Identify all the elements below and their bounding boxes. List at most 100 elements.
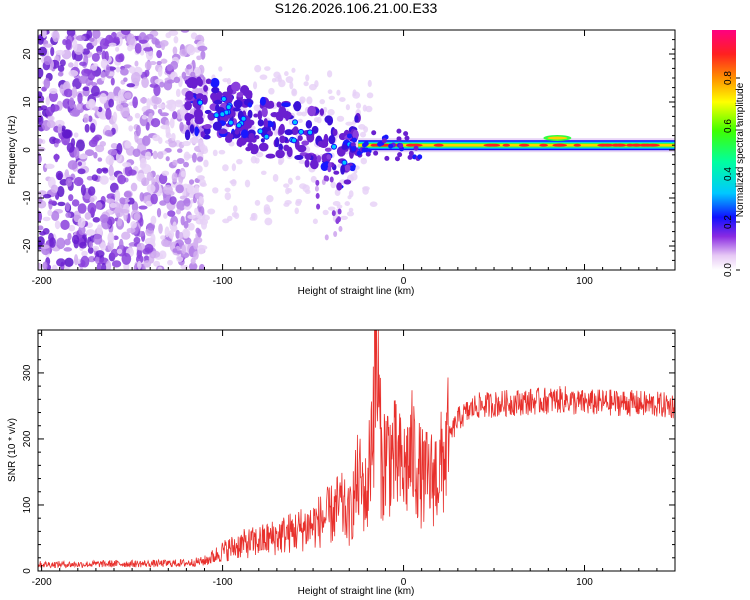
spectrogram-signal-blob: [207, 112, 216, 121]
spectrogram-signal-blob: [311, 125, 319, 134]
spectrogram-noise-blob: [38, 262, 42, 269]
spectrogram-faint-blob: [259, 74, 268, 80]
spectrogram-noise-blob: [64, 169, 69, 178]
spectrogram-noise-blob: [134, 112, 141, 119]
colorbar-tick-label: 0.6: [723, 119, 734, 133]
spectrogram-noise-blob: [69, 109, 80, 117]
spectrogram-noise-blob: [192, 152, 197, 163]
spectrogram-faint-blob: [312, 218, 318, 225]
snr-x-tick-label: -100: [213, 577, 233, 588]
spectrogram-noise-blob: [77, 203, 87, 214]
spectrogram-noise-blob: [64, 257, 74, 268]
spectrogram-noise-blob: [67, 232, 72, 241]
spectrogram-noise-blob: [88, 98, 96, 109]
chart-title: S126.2026.106.21.00.E33: [275, 0, 438, 16]
spectrogram-noise-blob: [156, 60, 162, 66]
spectrogram-noise-blob: [115, 54, 124, 63]
spectrogram-noise-blob: [81, 250, 88, 257]
spectrogram-noise-blob: [106, 216, 115, 226]
spectrogram-faint-blob: [299, 96, 306, 104]
spectrogram-signal-blob: [247, 109, 253, 119]
spectrogram-noise-blob: [39, 231, 47, 236]
spectrogram-noise-blob: [145, 200, 152, 207]
spectrogram-signal-blob: [279, 135, 286, 144]
spectrogram-noise-blob: [146, 184, 156, 194]
spectrogram-noise-blob: [115, 46, 120, 52]
spectrogram-hotspot: [307, 129, 314, 136]
spectrogram-signal-blob: [210, 92, 219, 101]
tone-start-blob: [346, 133, 352, 139]
spectrogram-noise-blob: [168, 140, 177, 148]
spectrogram-signal-blob: [184, 129, 191, 141]
spectrogram-noise-blob: [179, 121, 184, 132]
spectrogram-signal-blob: [349, 165, 356, 172]
tone-peak: [539, 143, 549, 147]
spectrogram-signal-blob: [231, 81, 241, 92]
spectrogram-hotspot: [227, 119, 234, 126]
spectrogram-noise-blob: [100, 262, 107, 270]
spectrogram-plot-area: [38, 30, 675, 270]
spectrogram-noise-blob: [188, 262, 198, 270]
spectrogram-noise-blob: [91, 174, 98, 181]
spectrogram-signal-blob: [297, 135, 303, 142]
spectrogram-signal-blob: [247, 142, 254, 149]
spectrogram-noise-blob: [120, 68, 129, 76]
tone-start-blob: [403, 131, 409, 137]
tone-start-blob: [356, 150, 362, 156]
spectrogram-noise-blob: [167, 210, 176, 217]
spectrogram-signal-blob: [210, 77, 220, 88]
spectrogram-faint-blob: [244, 179, 251, 188]
spectrogram-noise-blob: [54, 220, 61, 230]
spectrogram-noise-blob: [130, 71, 141, 84]
spectrogram-noise-blob: [42, 261, 48, 270]
spectrogram-noise-blob: [198, 263, 205, 270]
spectrogram-faint-blob: [330, 181, 336, 189]
spectrogram-signal-blob: [275, 149, 285, 159]
spectrogram-noise-blob: [56, 258, 66, 267]
spectrogram-noise-blob: [55, 119, 65, 127]
spectrogram-signal-blob: [305, 154, 312, 160]
tone-peak: [573, 143, 581, 147]
spectrogram-noise-blob: [88, 115, 93, 122]
spectrogram-signal-blob: [211, 86, 220, 94]
spectrogram-tail-blob: [323, 175, 328, 182]
spectrogram-signal-blob: [276, 101, 282, 108]
spectrogram-faint-blob: [253, 104, 261, 112]
spectrogram-faint-blob: [299, 183, 307, 190]
spectrogram-noise-blob: [191, 135, 199, 144]
spectrogram-noise-blob: [81, 48, 90, 55]
spectrogram-signal-blob: [296, 144, 307, 153]
spectrogram-noise-blob: [49, 237, 56, 248]
spectrogram-noise-blob: [121, 252, 132, 265]
snr-series-line: [38, 330, 675, 569]
spectrogram-signal-blob: [253, 113, 258, 118]
spectrogram-noise-blob: [160, 235, 166, 240]
spectrogram-noise-blob: [63, 247, 73, 252]
spectrogram-signal-blob: [309, 159, 319, 170]
spectrogram-noise-blob: [169, 196, 177, 205]
spectrogram-noise-blob: [139, 97, 148, 104]
tone-start-blob: [384, 155, 390, 161]
tone-start-blob: [407, 154, 413, 160]
spectrogram-signal-blob: [294, 154, 304, 161]
snr-x-axis-label: Height of straight line (km): [298, 586, 415, 597]
spectrogram-noise-blob: [83, 113, 90, 123]
spectrogram-faint-blob: [313, 117, 319, 123]
spectrogram-signal-blob: [234, 129, 240, 135]
spectrogram-noise-blob: [65, 202, 70, 212]
spectrogram-noise-blob: [193, 250, 199, 260]
spectrogram-hotspot: [220, 96, 227, 103]
spectrogram-noise-blob: [73, 176, 84, 187]
spectrogram-noise-blob: [196, 55, 202, 61]
spectrogram-noise-blob: [54, 153, 59, 163]
spectrogram-noise-blob: [142, 135, 151, 146]
spectrogram-noise-blob: [165, 132, 172, 139]
spectrogram-noise-blob: [108, 165, 114, 177]
spectrogram-noise-blob: [66, 142, 75, 153]
spectrogram-noise-blob: [38, 46, 48, 57]
spectrogram-noise-blob: [141, 77, 149, 89]
spectrogram-noise-blob: [41, 30, 47, 39]
spectrogram-noise-blob: [52, 30, 60, 43]
snr-y-tick-label: 300: [22, 364, 33, 381]
spectrogram-faint-blob: [285, 187, 290, 195]
